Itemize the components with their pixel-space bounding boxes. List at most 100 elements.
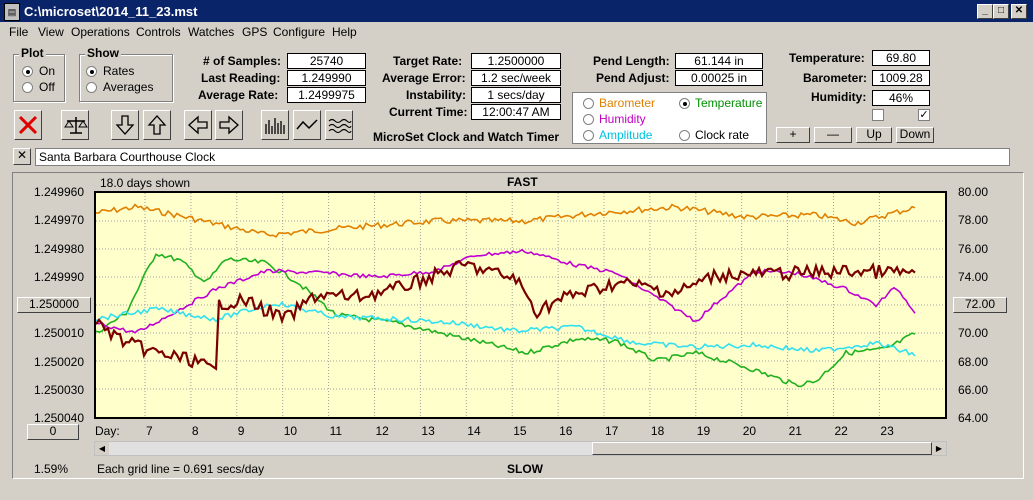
- samples-field: 25740: [287, 53, 366, 69]
- bar-graph-icon: [265, 118, 285, 134]
- balance-scale-icon: [64, 117, 88, 134]
- env-checkbox-2[interactable]: ✓: [918, 109, 930, 121]
- temperature-tick-label: 78.00: [958, 213, 989, 228]
- plot-area: [94, 191, 947, 419]
- series-selector: Barometer Temperature Humidity Amplitude…: [572, 92, 767, 144]
- arrow-down-button[interactable]: [111, 110, 139, 140]
- menu-gps[interactable]: GPS: [242, 25, 268, 39]
- target-rate-label: Target Rate:: [393, 54, 463, 68]
- plot-on-radio[interactable]: [22, 66, 33, 77]
- scroll-left-icon[interactable]: ◀: [95, 442, 109, 455]
- day-tick-label: 9: [237, 424, 245, 438]
- scroll-thumb[interactable]: [592, 442, 932, 455]
- temperature-tick-label: 76.00: [958, 241, 989, 256]
- amplitude-radio[interactable]: [583, 130, 594, 141]
- app-caption: MicroSet Clock and Watch Timer: [373, 130, 560, 144]
- day-axis-label: Day:: [95, 424, 120, 438]
- arrow-right-icon: [219, 115, 239, 135]
- title-bar[interactable]: ▤ C:\microset\2014_11_23.mst _ □ ✕: [0, 0, 1033, 22]
- close-button[interactable]: ✕: [1011, 4, 1027, 19]
- days-shown-label: 18.0 days shown: [100, 176, 191, 190]
- average-rate-field: 1.2499975: [287, 87, 366, 103]
- show-averages-label: Averages: [103, 80, 154, 94]
- day-tick-label: 13: [421, 424, 435, 438]
- day-tick-label: 15: [513, 424, 527, 438]
- pend-adjust-field: 0.00025 in: [675, 70, 763, 86]
- barometer-trace: [96, 203, 916, 238]
- temperature-tick-label: 66.00: [958, 382, 989, 397]
- day-tick-label: 19: [696, 424, 711, 438]
- temperature-trace: [96, 253, 916, 388]
- zero-button[interactable]: 0: [27, 424, 79, 440]
- pend-length-field: 61.144 in: [675, 53, 763, 69]
- env-checkbox-1[interactable]: [872, 109, 884, 121]
- graph-canvas: [96, 193, 945, 417]
- scale-down-button[interactable]: Down: [896, 127, 934, 143]
- clock-rate-radio[interactable]: [679, 130, 690, 141]
- rate-tick-label: 1.250010: [33, 326, 84, 341]
- day-tick-label: 10: [283, 424, 298, 438]
- rate-value-button[interactable]: 1.250000: [17, 297, 91, 313]
- grid-note: Each grid line = 0.691 secs/day: [97, 462, 265, 476]
- scroll-right-icon[interactable]: ▶: [932, 442, 946, 455]
- arrow-up-button[interactable]: [143, 110, 171, 140]
- show-rates-label: Rates: [103, 64, 135, 78]
- line-graph-button[interactable]: [293, 110, 321, 140]
- barometer-label: Barometer:: [803, 71, 868, 85]
- show-averages-radio[interactable]: [86, 82, 97, 93]
- barometer-radio[interactable]: [583, 98, 594, 109]
- fast-label: FAST: [507, 175, 538, 189]
- wave-graph-button[interactable]: [325, 110, 353, 140]
- menu-view[interactable]: View: [38, 25, 64, 39]
- amplitude-series-label: Amplitude: [599, 128, 653, 142]
- stop-button[interactable]: [14, 110, 42, 140]
- clear-name-button[interactable]: ✕: [13, 148, 31, 165]
- line-graph-icon: [296, 119, 318, 130]
- clock-name-input[interactable]: Santa Barbara Courthouse Clock: [35, 148, 1010, 166]
- rate-tick-label: 1.250030: [33, 382, 84, 397]
- rate-tick-label: 1.250040: [33, 411, 84, 425]
- menu-controls[interactable]: Controls: [136, 25, 181, 39]
- day-tick-label: 8: [191, 424, 199, 438]
- menu-help[interactable]: Help: [332, 25, 357, 39]
- scale-up-button[interactable]: Up: [856, 127, 892, 143]
- menu-configure[interactable]: Configure: [273, 25, 326, 39]
- target-rate-field: 1.2500000: [471, 53, 561, 69]
- menu-file[interactable]: File: [9, 25, 29, 39]
- humidity-series-label: Humidity: [599, 112, 646, 126]
- rate-tick-label: 1.249990: [33, 269, 84, 284]
- rate-tick-label: 1.249970: [33, 213, 84, 228]
- temperature-radio[interactable]: [679, 98, 690, 109]
- window-title: C:\microset\2014_11_23.mst: [24, 4, 198, 19]
- current-time-label: Current Time:: [389, 105, 468, 119]
- rate-tick-label: 1.250020: [33, 354, 84, 369]
- current-time-field: 12:00:47 AM: [471, 104, 561, 120]
- horizontal-scrollbar[interactable]: ◀ ▶: [94, 441, 947, 456]
- menu-watches[interactable]: Watches: [188, 25, 235, 39]
- minimize-button[interactable]: _: [977, 4, 993, 19]
- app-icon[interactable]: ▤: [4, 3, 20, 21]
- day-tick-label: 21: [788, 424, 802, 438]
- temperature-tick-label: 68.00: [958, 354, 989, 369]
- day-tick-label: 20: [742, 424, 757, 438]
- humidity-radio[interactable]: [583, 114, 594, 125]
- percent-readout: 1.59%: [34, 462, 69, 476]
- temperature-field: 69.80: [872, 50, 930, 66]
- temperature-tick-label: 64.00: [958, 411, 989, 425]
- bar-graph-button[interactable]: [261, 110, 289, 140]
- temperature-tick-label: 80.00: [958, 185, 989, 199]
- rate-tick-label: 1.249980: [33, 241, 84, 256]
- humidity-trace: [96, 248, 916, 334]
- menu-operations[interactable]: Operations: [71, 25, 130, 39]
- balance-button[interactable]: [61, 110, 89, 140]
- plot-off-radio[interactable]: [22, 82, 33, 93]
- graph-panel: [12, 172, 1024, 479]
- scale-plus-button[interactable]: +: [776, 127, 810, 143]
- maximize-button[interactable]: □: [993, 4, 1009, 19]
- arrow-right-button[interactable]: [215, 110, 243, 140]
- temp-value-button[interactable]: 72.00: [953, 297, 1007, 313]
- scale-minus-button[interactable]: —: [814, 127, 852, 143]
- average-error-label: Average Error:: [382, 71, 466, 85]
- arrow-left-button[interactable]: [184, 110, 212, 140]
- show-rates-radio[interactable]: [86, 66, 97, 77]
